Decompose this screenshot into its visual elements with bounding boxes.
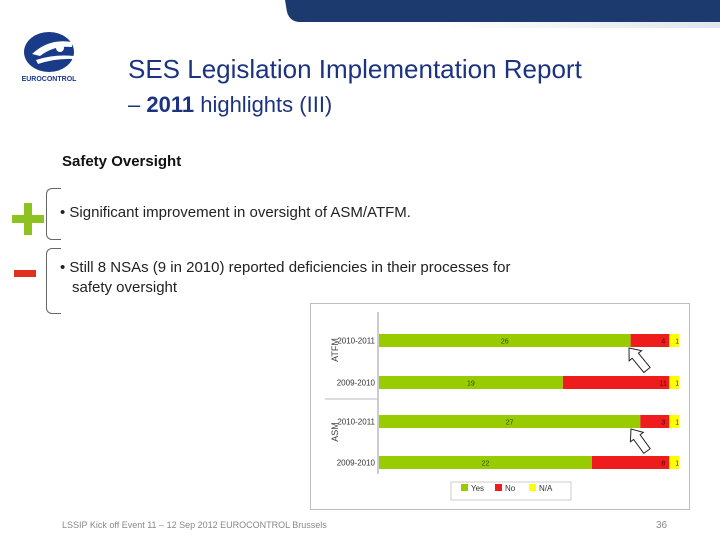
legend-label-no: No xyxy=(505,484,516,493)
legend-swatch-no xyxy=(495,484,502,491)
legend-frame xyxy=(450,481,572,501)
data-label-no: 3 xyxy=(661,420,665,427)
plus-icon xyxy=(12,203,44,235)
legend-label-yes: Yes xyxy=(471,484,484,493)
row-label: 2010-2011 xyxy=(337,418,375,427)
legend-swatch-yes xyxy=(461,484,468,491)
logo-text: EUROCONTROL xyxy=(21,76,77,83)
row-label: 2009-2010 xyxy=(337,459,376,468)
data-label-na: 1 xyxy=(675,461,679,468)
trend-arrow-icon xyxy=(629,428,651,455)
data-label-yes: 26 xyxy=(501,339,509,346)
bar-no xyxy=(630,334,670,347)
bar-na xyxy=(669,456,679,469)
section-title: Safety Oversight xyxy=(62,153,182,170)
bar-no xyxy=(591,456,670,469)
bar-na xyxy=(669,376,679,389)
group-label: ATFM xyxy=(330,338,340,362)
bar-yes xyxy=(379,334,631,347)
bar-na xyxy=(669,334,679,347)
page-subtitle: – 2011 highlights (III) xyxy=(128,92,332,118)
header-banner xyxy=(0,0,720,28)
page-title: SES Legislation Implementation Report xyxy=(128,54,582,84)
bullet-improvement: • Significant improvement in oversight o… xyxy=(60,204,411,221)
eurocontrol-logo: EUROCONTROL xyxy=(14,28,84,88)
bar-yes xyxy=(379,376,563,389)
bullet-deficiencies-line1: • Still 8 NSAs (9 in 2010) reported defi… xyxy=(60,259,511,276)
data-label-yes: 19 xyxy=(467,381,475,388)
row-label: 2009-2010 xyxy=(337,379,376,388)
trend-arrow-shape xyxy=(629,428,651,455)
bar-no xyxy=(640,415,670,428)
data-label-yes: 22 xyxy=(482,461,490,468)
data-label-no: 4 xyxy=(661,339,665,346)
bar-yes xyxy=(379,415,641,428)
subtitle-suffix: highlights (III) xyxy=(194,92,333,117)
page-number: 36 xyxy=(656,520,668,531)
brace-plus xyxy=(46,188,61,240)
group-label: ASM xyxy=(330,422,340,442)
data-label-no: 11 xyxy=(660,381,667,388)
subtitle-prefix: – xyxy=(128,92,147,117)
bar-yes xyxy=(379,456,592,469)
brace-minus xyxy=(46,248,61,314)
legend-label-na: N/A xyxy=(539,484,553,493)
footer-text: LSSIP Kick off Event 11 – 12 Sep 2012 EU… xyxy=(62,520,327,530)
subtitle-year: 2011 xyxy=(146,92,195,117)
data-label-na: 1 xyxy=(675,339,679,346)
bar-na xyxy=(669,415,679,428)
bar-no xyxy=(562,376,670,389)
eurocontrol-emblem-icon xyxy=(24,32,74,72)
legend-swatch-na xyxy=(529,484,536,491)
minus-icon xyxy=(14,270,36,277)
row-label: 2010-2011 xyxy=(337,337,375,346)
data-label-no: 8 xyxy=(661,461,665,468)
bullet-deficiencies: • Still 8 NSAs (9 in 2010) reported defi… xyxy=(60,258,510,298)
bullet-deficiencies-line2: safety oversight xyxy=(72,279,178,296)
trend-arrow-shape xyxy=(628,347,651,374)
data-label-na: 1 xyxy=(675,420,679,427)
data-label-na: 1 xyxy=(675,381,679,388)
data-label-yes: 27 xyxy=(506,420,514,427)
safety-oversight-chart: ATFM 2010-2011 26 4 1 2009-2010 19 11 1 ASM 2010-2… xyxy=(310,303,690,510)
trend-arrow-icon xyxy=(628,347,651,374)
